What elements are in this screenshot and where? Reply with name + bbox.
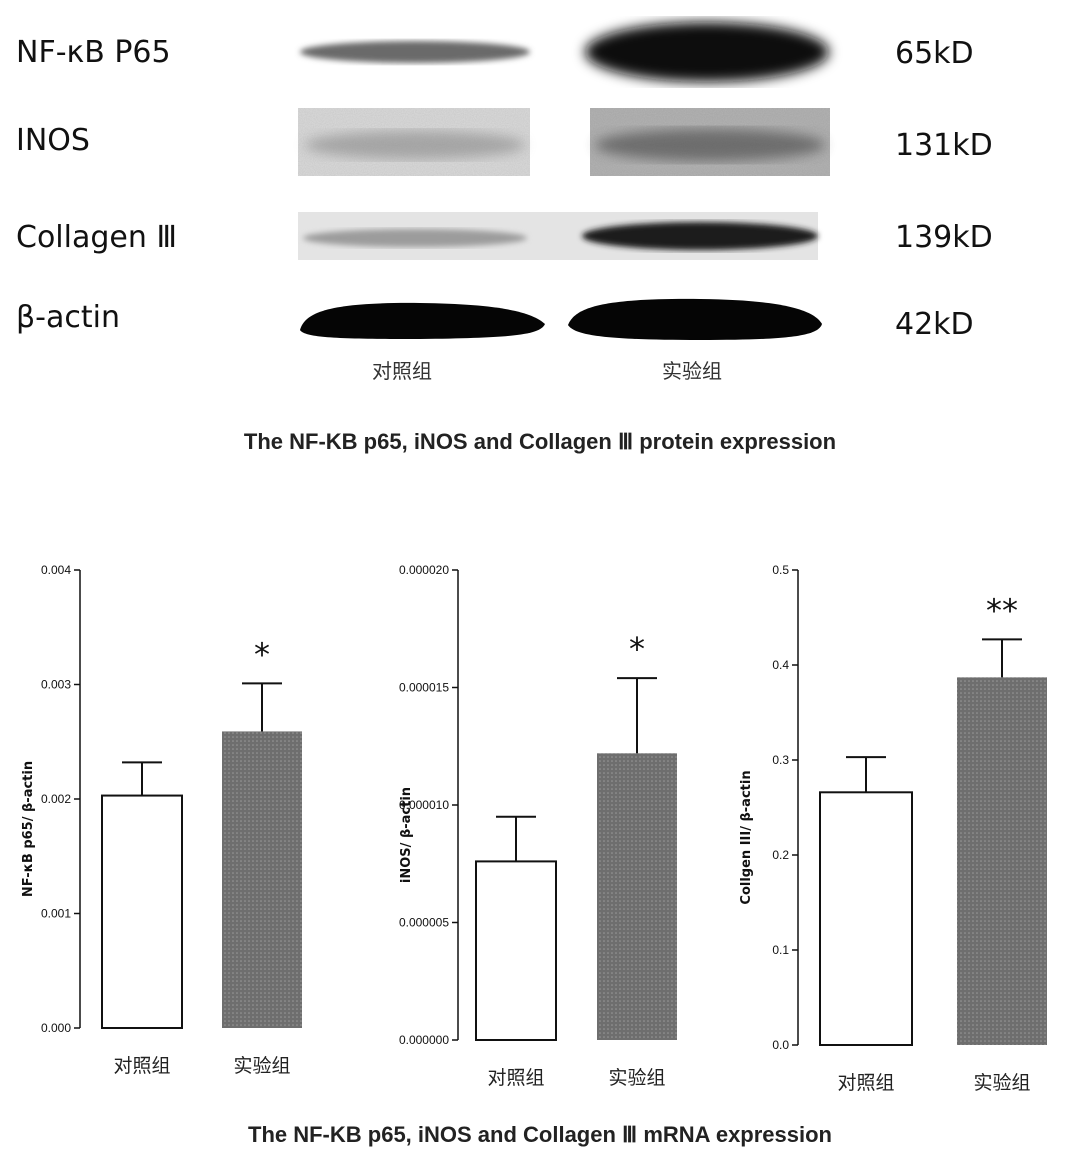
y-axis-label: NF-κB p65/ β-actin bbox=[21, 761, 36, 897]
x-tick-label: 对照组 bbox=[487, 1067, 544, 1089]
band-control bbox=[303, 229, 527, 247]
chart-nfkb: 0.000 0.001 0.002 0.003 0.004 NF-κB p65/ β-ac… bbox=[21, 563, 302, 1077]
y-tick-label: 0.000020 bbox=[399, 563, 449, 577]
y-tick-label: 0.1 bbox=[772, 943, 789, 957]
y-tick-label: 0.3 bbox=[772, 753, 789, 767]
y-tick-label: 0.4 bbox=[772, 658, 789, 672]
y-tick-label: 0.000015 bbox=[399, 681, 449, 695]
x-tick-label: 对照组 bbox=[113, 1055, 170, 1077]
x-tick-label: 实验组 bbox=[973, 1072, 1030, 1094]
bar-0 bbox=[101, 794, 183, 1029]
y-tick-label: 0.0 bbox=[772, 1038, 789, 1052]
kd-label-collagen: 139kD bbox=[895, 220, 993, 255]
blot-label-nfkb: NF-κB P65 bbox=[16, 35, 171, 70]
y-tick-label: 0.000010 bbox=[399, 798, 449, 812]
chart-inos: 0.000000 0.000005 0.000010 0.000015 0.000020… bbox=[399, 563, 677, 1089]
y-tick-label: 0.2 bbox=[772, 848, 789, 862]
bar-1 bbox=[222, 731, 302, 1028]
bar-1 bbox=[597, 753, 677, 1040]
significance-marker: ** bbox=[986, 591, 1018, 629]
mrna-caption: The NF-KB p65, iNOS and Collagen Ⅲ mRNA … bbox=[248, 1122, 832, 1147]
blot-label-actin: β-actin bbox=[16, 300, 120, 335]
significance-marker: * bbox=[254, 635, 270, 673]
bar-0 bbox=[819, 791, 913, 1046]
y-tick-label: 0.000000 bbox=[399, 1033, 449, 1047]
band-experiment bbox=[585, 22, 829, 82]
kd-label-inos: 131kD bbox=[895, 128, 993, 163]
y-tick-label: 0.000005 bbox=[399, 916, 449, 930]
blot-row-nfkb bbox=[300, 22, 829, 82]
blot-row-inos bbox=[298, 108, 830, 176]
y-axis-label: Collgen III/ β-actin bbox=[739, 770, 754, 904]
kd-label-nfkb: 65kD bbox=[895, 36, 974, 71]
band-experiment bbox=[582, 222, 818, 250]
x-tick-label: 实验组 bbox=[608, 1067, 665, 1089]
significance-marker: * bbox=[629, 630, 645, 668]
y-tick-label: 0.002 bbox=[41, 792, 71, 806]
x-tick-label: 实验组 bbox=[233, 1055, 290, 1077]
band-experiment bbox=[568, 298, 822, 340]
blot-row-actin bbox=[300, 298, 822, 340]
blot-group-control: 对照组 bbox=[372, 359, 432, 383]
bar-1 bbox=[957, 677, 1047, 1045]
western-blot-image bbox=[298, 22, 830, 340]
y-tick-label: 0.004 bbox=[41, 563, 71, 577]
chart-collagen: 0.0 0.1 0.2 0.3 0.4 0.5 Collgen III/ β-actin 对照… bbox=[739, 563, 1047, 1094]
band-control bbox=[300, 41, 530, 63]
blot-group-experiment: 实验组 bbox=[662, 359, 722, 383]
bar-0 bbox=[475, 860, 557, 1041]
x-tick-label: 对照组 bbox=[837, 1072, 894, 1094]
blot-row-collagen bbox=[298, 212, 818, 260]
y-tick-label: 0.5 bbox=[772, 563, 789, 577]
y-tick-label: 0.003 bbox=[41, 678, 71, 692]
band-control bbox=[300, 302, 545, 339]
y-tick-label: 0.001 bbox=[41, 907, 71, 921]
y-tick-label: 0.000 bbox=[41, 1021, 71, 1035]
kd-label-actin: 42kD bbox=[895, 307, 974, 342]
blot-label-collagen: Collagen Ⅲ bbox=[16, 220, 178, 255]
y-axis-label: iNOS/ β-actin bbox=[399, 787, 414, 883]
blot-label-inos: INOS bbox=[16, 123, 90, 158]
blot-caption: The NF-KB p65, iNOS and Collagen Ⅲ prote… bbox=[243, 429, 837, 454]
